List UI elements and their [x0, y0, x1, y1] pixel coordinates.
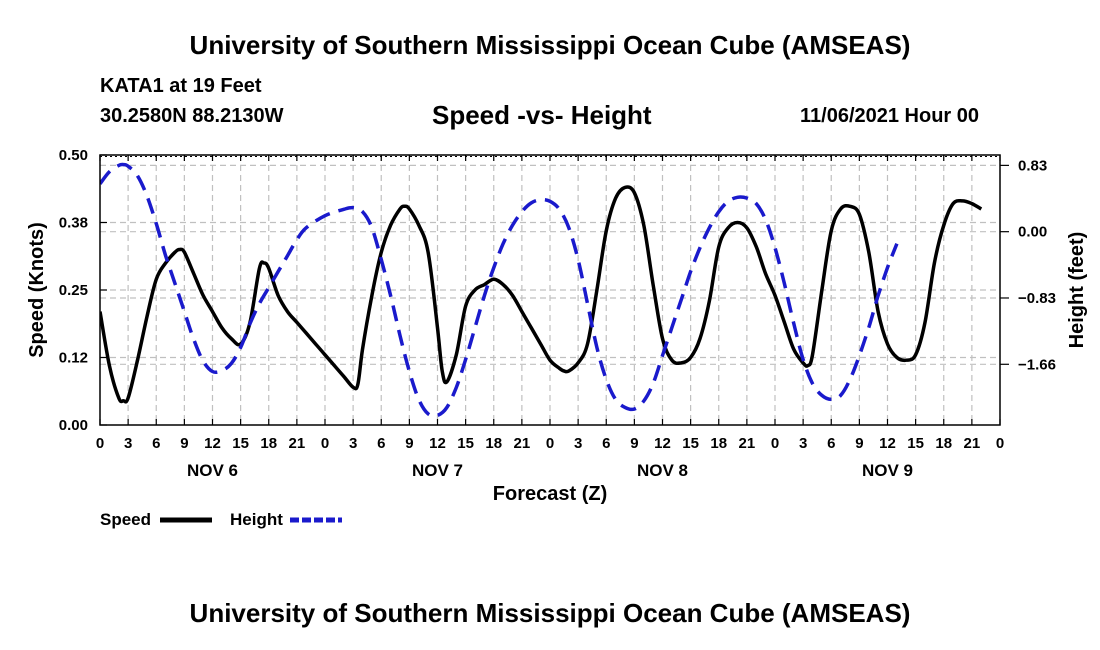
x-tick-label: 0: [996, 435, 1004, 452]
y-tick-label: 0.50: [59, 147, 88, 164]
x-tick-label: 9: [855, 435, 863, 452]
x-tick-label: 21: [964, 435, 981, 452]
coordinates-label: 30.2580N 88.2130W: [100, 105, 284, 127]
x-tick-label: 6: [827, 435, 835, 452]
x-tick-label: 3: [124, 435, 132, 452]
series-line-height: [100, 162, 899, 418]
x-tick-label: 0: [771, 435, 779, 452]
legend: Speed Height: [100, 510, 342, 529]
x-tick-label: 0: [96, 435, 104, 452]
x-tick-label: 18: [935, 435, 952, 452]
y2-tick-label: −0.83: [1018, 290, 1056, 307]
y2-tick-label: −1.66: [1018, 356, 1056, 373]
y-tick-label: 0.38: [59, 215, 88, 232]
x-tick-label: 12: [429, 435, 446, 452]
forecast-datetime: 11/06/2021 Hour 00: [800, 105, 980, 127]
x-tick-label: 15: [232, 435, 249, 452]
legend-speed-label: Speed: [100, 510, 151, 529]
x-tick-label: 15: [682, 435, 699, 452]
x-tick-label: 9: [630, 435, 638, 452]
x-tick-label: 0: [321, 435, 329, 452]
day-label: NOV 7: [412, 461, 463, 480]
x-tick-label: 12: [879, 435, 896, 452]
day-label: NOV 8: [637, 461, 688, 480]
x-tick-label: 15: [457, 435, 474, 452]
x-tick-label: 6: [602, 435, 610, 452]
x-tick-label: 9: [405, 435, 413, 452]
x-tick-label: 21: [514, 435, 531, 452]
x-tick-label: 21: [289, 435, 306, 452]
series-line-speed: [100, 185, 983, 404]
y2-tick-label: 0.00: [1018, 224, 1047, 241]
chart-subtitle: Speed -vs- Height: [432, 100, 652, 130]
y-tick-label: 0.00: [59, 417, 88, 434]
x-tick-label: 3: [349, 435, 357, 452]
y-tick-label: 0.12: [59, 350, 88, 367]
day-label: NOV 6: [187, 461, 238, 480]
day-label: NOV 9: [862, 461, 913, 480]
x-tick-label: 9: [180, 435, 188, 452]
x-tick-label: 0: [546, 435, 554, 452]
x-tick-label: 18: [260, 435, 277, 452]
series-layer: [100, 162, 983, 418]
y2-tick-label: 0.83: [1018, 157, 1047, 174]
x-tick-label: 18: [485, 435, 502, 452]
x-tick-label: 21: [739, 435, 756, 452]
axes: 0 3 6 9 12 15 18 21 0 3 6 9 12 15 18 21 0 3 6 9 12 15 18 21 0 3 6 9…: [59, 147, 1056, 480]
x-tick-label: 3: [574, 435, 582, 452]
y2-axis-label: Height (feet): [1066, 232, 1088, 349]
x-tick-label: 12: [204, 435, 221, 452]
chart-title: University of Southern Mississippi Ocean…: [189, 30, 911, 60]
x-axis-label: Forecast (Z): [493, 483, 607, 505]
x-tick-label: 6: [152, 435, 160, 452]
x-tick-label: 3: [799, 435, 807, 452]
footer-title: University of Southern Mississippi Ocean…: [189, 598, 911, 628]
x-tick-label: 12: [654, 435, 671, 452]
x-tick-label: 15: [907, 435, 924, 452]
y-tick-label: 0.25: [59, 282, 88, 299]
station-label: KATA1 at 19 Feet: [100, 75, 262, 97]
legend-height-label: Height: [230, 510, 283, 529]
x-tick-label: 6: [377, 435, 385, 452]
x-tick-label: 18: [710, 435, 727, 452]
y-axis-label: Speed (Knots): [26, 222, 48, 358]
grid-lines: [100, 155, 1000, 425]
